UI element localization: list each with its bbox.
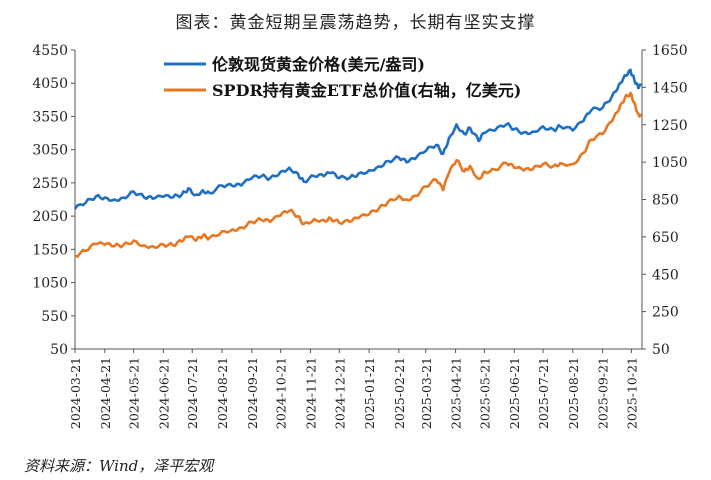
x-tick-label: 2025-01-21: [362, 357, 377, 429]
x-tick-label: 2024-10-21: [274, 357, 289, 429]
x-tick-label: 2024-11-21: [303, 357, 318, 429]
right-tick-label: 850: [652, 193, 679, 209]
left-tick-label: 1050: [32, 276, 68, 292]
source-note: 资料来源：Wind，泽平宏观: [24, 457, 214, 475]
left-tick-label: 50: [50, 342, 68, 358]
x-tick-label: 2024-09-21: [245, 357, 260, 429]
series-layer: [73, 68, 643, 258]
left-y-ticks: 50 550 1050 1550 2050 2550 3050 3550 4050 4550: [32, 43, 75, 358]
right-tick-label: 650: [652, 230, 679, 246]
legend: 伦敦现货黄金价格(美元/盎司) SPDR持有黄金ETF总价值(右轴，亿美元): [164, 55, 521, 100]
x-tick-label: 2025-07-21: [536, 357, 551, 429]
x-tick-label: 2024-05-21: [127, 357, 142, 429]
left-tick-label: 1550: [32, 242, 68, 258]
x-tick-label: 2024-08-21: [215, 357, 230, 429]
left-tick-label: 2550: [32, 176, 68, 192]
x-tick-label: 2025-06-21: [507, 357, 522, 429]
x-tick-label: 2025-04-21: [449, 357, 464, 429]
right-tick-label: 1650: [652, 43, 688, 59]
x-tick-label: 2025-08-21: [566, 357, 581, 429]
left-tick-label: 2050: [32, 209, 68, 225]
x-axis-ticks: 2024-03-21 2024-04-21 2024-05-21 2024-06-21…: [68, 349, 639, 429]
left-tick-label: 550: [41, 309, 68, 325]
right-tick-label: 1250: [652, 118, 688, 134]
chart-title: 图表：黄金短期呈震荡趋势，长期有坚实支撑: [175, 13, 536, 33]
left-tick-label: 3050: [32, 143, 68, 159]
x-tick-label: 2025-02-21: [392, 357, 407, 429]
x-tick-label: 2024-03-21: [68, 357, 83, 429]
x-tick-label: 2024-04-21: [98, 357, 113, 429]
x-tick-label: 2024-07-21: [185, 357, 200, 429]
series-line-spdr-value: [74, 91, 642, 258]
x-tick-label: 2025-03-21: [419, 357, 434, 429]
x-tick-label: 2025-05-21: [477, 357, 492, 429]
x-tick-label: 2025-09-21: [596, 357, 611, 429]
right-tick-label: 250: [652, 305, 679, 321]
right-tick-label: 1050: [652, 155, 688, 171]
right-y-ticks: 50 250 450 650 850 1050 1250 1450 1650: [642, 43, 688, 358]
legend-label-spdr-value: SPDR持有黄金ETF总价值(右轴，亿美元): [212, 81, 521, 100]
right-tick-label: 450: [652, 267, 679, 283]
x-tick-label: 2024-06-21: [156, 357, 171, 429]
left-tick-label: 4550: [32, 43, 68, 59]
left-tick-label: 4050: [32, 76, 68, 92]
legend-label-gold-price: 伦敦现货黄金价格(美元/盎司): [212, 55, 425, 74]
left-tick-label: 3550: [32, 109, 68, 125]
series-line-gold-price: [73, 68, 643, 210]
right-tick-label: 1450: [652, 80, 688, 96]
right-tick-label: 50: [652, 342, 670, 358]
x-tick-label: 2024-12-21: [332, 357, 347, 429]
x-tick-label: 2025-10-21: [624, 357, 639, 429]
